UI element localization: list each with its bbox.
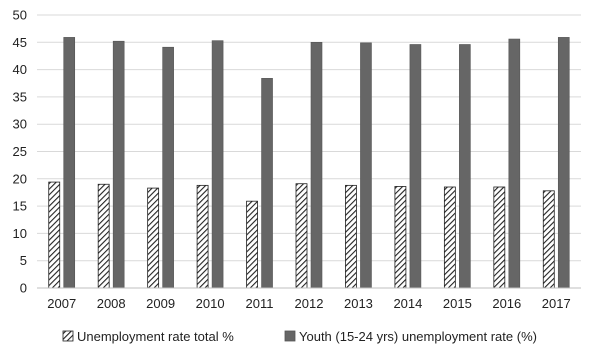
legend-label: Youth (15-24 yrs) unemployment rate (%) <box>299 329 537 344</box>
bar-total <box>97 183 110 289</box>
bar-youth <box>409 44 422 289</box>
bar-youth <box>63 37 76 289</box>
bars <box>48 37 570 289</box>
y-tick-label: 10 <box>13 226 27 241</box>
bar-youth <box>162 46 174 289</box>
bar-youth <box>360 42 372 289</box>
bar-total <box>147 187 160 289</box>
x-tick-label: 2014 <box>393 296 422 311</box>
y-tick-label: 50 <box>13 8 27 23</box>
y-tick-label: 40 <box>13 62 27 77</box>
y-tick-label: 20 <box>13 171 27 186</box>
bar-total <box>493 186 506 289</box>
x-tick-label: 2009 <box>146 296 175 311</box>
bar-youth <box>310 41 323 289</box>
bar-total <box>196 184 209 289</box>
bar-total <box>48 181 61 289</box>
x-tick-label: 2016 <box>492 296 521 311</box>
bar-total <box>295 183 308 289</box>
y-tick-label: 25 <box>13 144 27 159</box>
x-tick-label: 2007 <box>47 296 76 311</box>
x-tick-label: 2011 <box>246 296 274 311</box>
y-tick-label: 30 <box>13 117 27 132</box>
bar-youth <box>112 40 125 289</box>
bar-total <box>345 184 357 289</box>
x-tick-label: 2017 <box>542 296 571 311</box>
gridlines <box>37 14 581 262</box>
bar-youth <box>261 78 273 289</box>
bar-total <box>246 200 258 289</box>
y-tick-label: 15 <box>13 199 27 214</box>
legend-swatch <box>62 330 74 342</box>
y-axis-ticks: 0 5 10 15 20 25 30 35 40 45 50 <box>13 8 27 296</box>
x-tick-label: 2015 <box>443 296 472 311</box>
x-tick-label: 2010 <box>196 296 225 311</box>
bar-total <box>443 186 456 289</box>
x-tick-label: 2008 <box>97 296 126 311</box>
legend-swatch <box>284 330 296 342</box>
bar-youth <box>211 40 224 289</box>
bar-total <box>394 186 407 289</box>
bar-youth <box>459 44 471 289</box>
y-tick-label: 35 <box>13 89 27 104</box>
legend-label: Unemployment rate total % <box>77 329 234 344</box>
bar-youth <box>557 37 570 289</box>
y-tick-label: 45 <box>13 35 27 50</box>
legend: Unemployment rate total % Youth (15-24 yr… <box>62 329 537 344</box>
bar-youth <box>508 38 521 289</box>
x-tick-label: 2013 <box>344 296 373 311</box>
x-axis-ticks: 2007 2008 2009 2010 2011 2012 2013 2014 2015 2016… <box>47 296 570 311</box>
bar-total <box>542 190 555 289</box>
y-tick-label: 5 <box>20 253 27 268</box>
y-tick-label: 0 <box>20 281 27 296</box>
x-tick-label: 2012 <box>295 296 324 311</box>
